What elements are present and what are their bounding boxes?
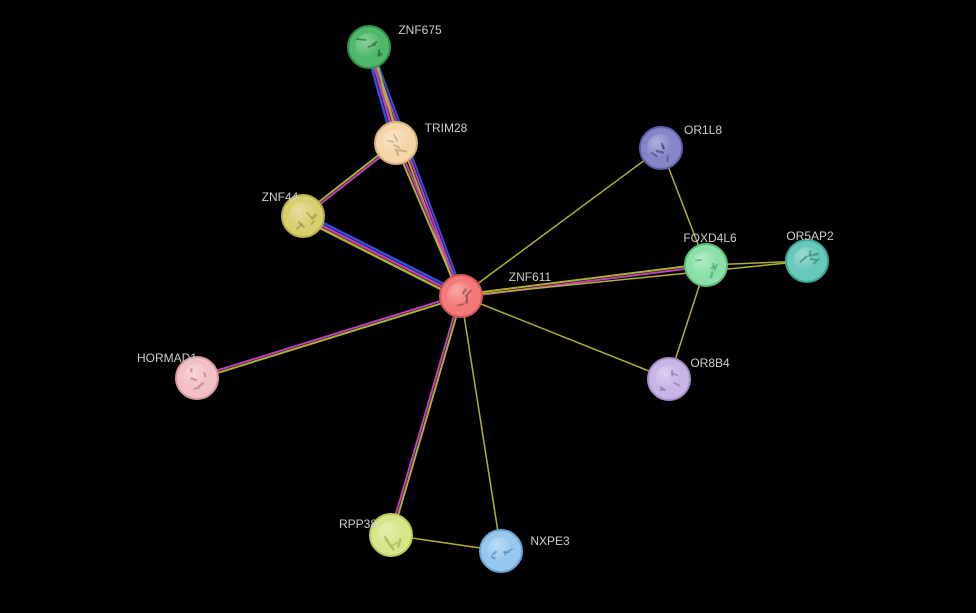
edge-ZNF611-RPP38 <box>392 296 462 535</box>
node-FOXD4L6[interactable] <box>684 243 728 287</box>
protein-structure-icon <box>641 128 685 172</box>
node-label-OR5AP2[interactable]: OR5AP2 <box>786 229 833 243</box>
network-edges-layer <box>0 0 976 613</box>
node-label-OR1L8[interactable]: OR1L8 <box>684 123 722 137</box>
protein-structure-icon <box>481 531 525 575</box>
edge-ZNF611-NXPE3 <box>461 296 501 551</box>
node-label-ZNF611[interactable]: ZNF611 <box>509 270 551 284</box>
node-TRIM28[interactable] <box>374 121 418 165</box>
edge-ZNF611-OR8B4 <box>461 296 669 379</box>
node-ZNF675[interactable] <box>347 25 391 69</box>
node-ZNF611[interactable] <box>439 274 483 318</box>
node-label-OR8B4[interactable]: OR8B4 <box>690 356 729 370</box>
edge-ZNF611-HORMAD1 <box>197 295 461 377</box>
node-OR8B4[interactable] <box>647 357 691 401</box>
node-label-ZNF44[interactable]: ZNF44 <box>262 190 299 204</box>
node-label-TRIM28[interactable]: TRIM28 <box>425 121 468 135</box>
protein-structure-icon <box>787 241 831 285</box>
node-label-RPP38[interactable]: RPP38 <box>339 517 377 531</box>
protein-structure-icon <box>376 123 420 167</box>
edge-ZNF611-ZNF44 <box>304 213 462 293</box>
protein-structure-icon <box>686 245 730 289</box>
protein-structure-icon <box>349 27 393 71</box>
node-NXPE3[interactable] <box>479 529 523 573</box>
edge-ZNF611-HORMAD1 <box>197 297 461 379</box>
node-OR5AP2[interactable] <box>785 239 829 283</box>
node-label-NXPE3[interactable]: NXPE3 <box>530 534 569 548</box>
node-OR1L8[interactable] <box>639 126 683 170</box>
node-label-HORMAD1[interactable]: HORMAD1 <box>137 351 197 365</box>
protein-structure-icon <box>441 276 485 320</box>
node-label-FOXD4L6[interactable]: FOXD4L6 <box>683 231 736 245</box>
node-label-ZNF675[interactable]: ZNF675 <box>398 23 441 37</box>
protein-structure-icon <box>649 359 693 403</box>
protein-structure-icon <box>371 515 415 559</box>
edge-ZNF611-RPP38 <box>390 296 460 535</box>
